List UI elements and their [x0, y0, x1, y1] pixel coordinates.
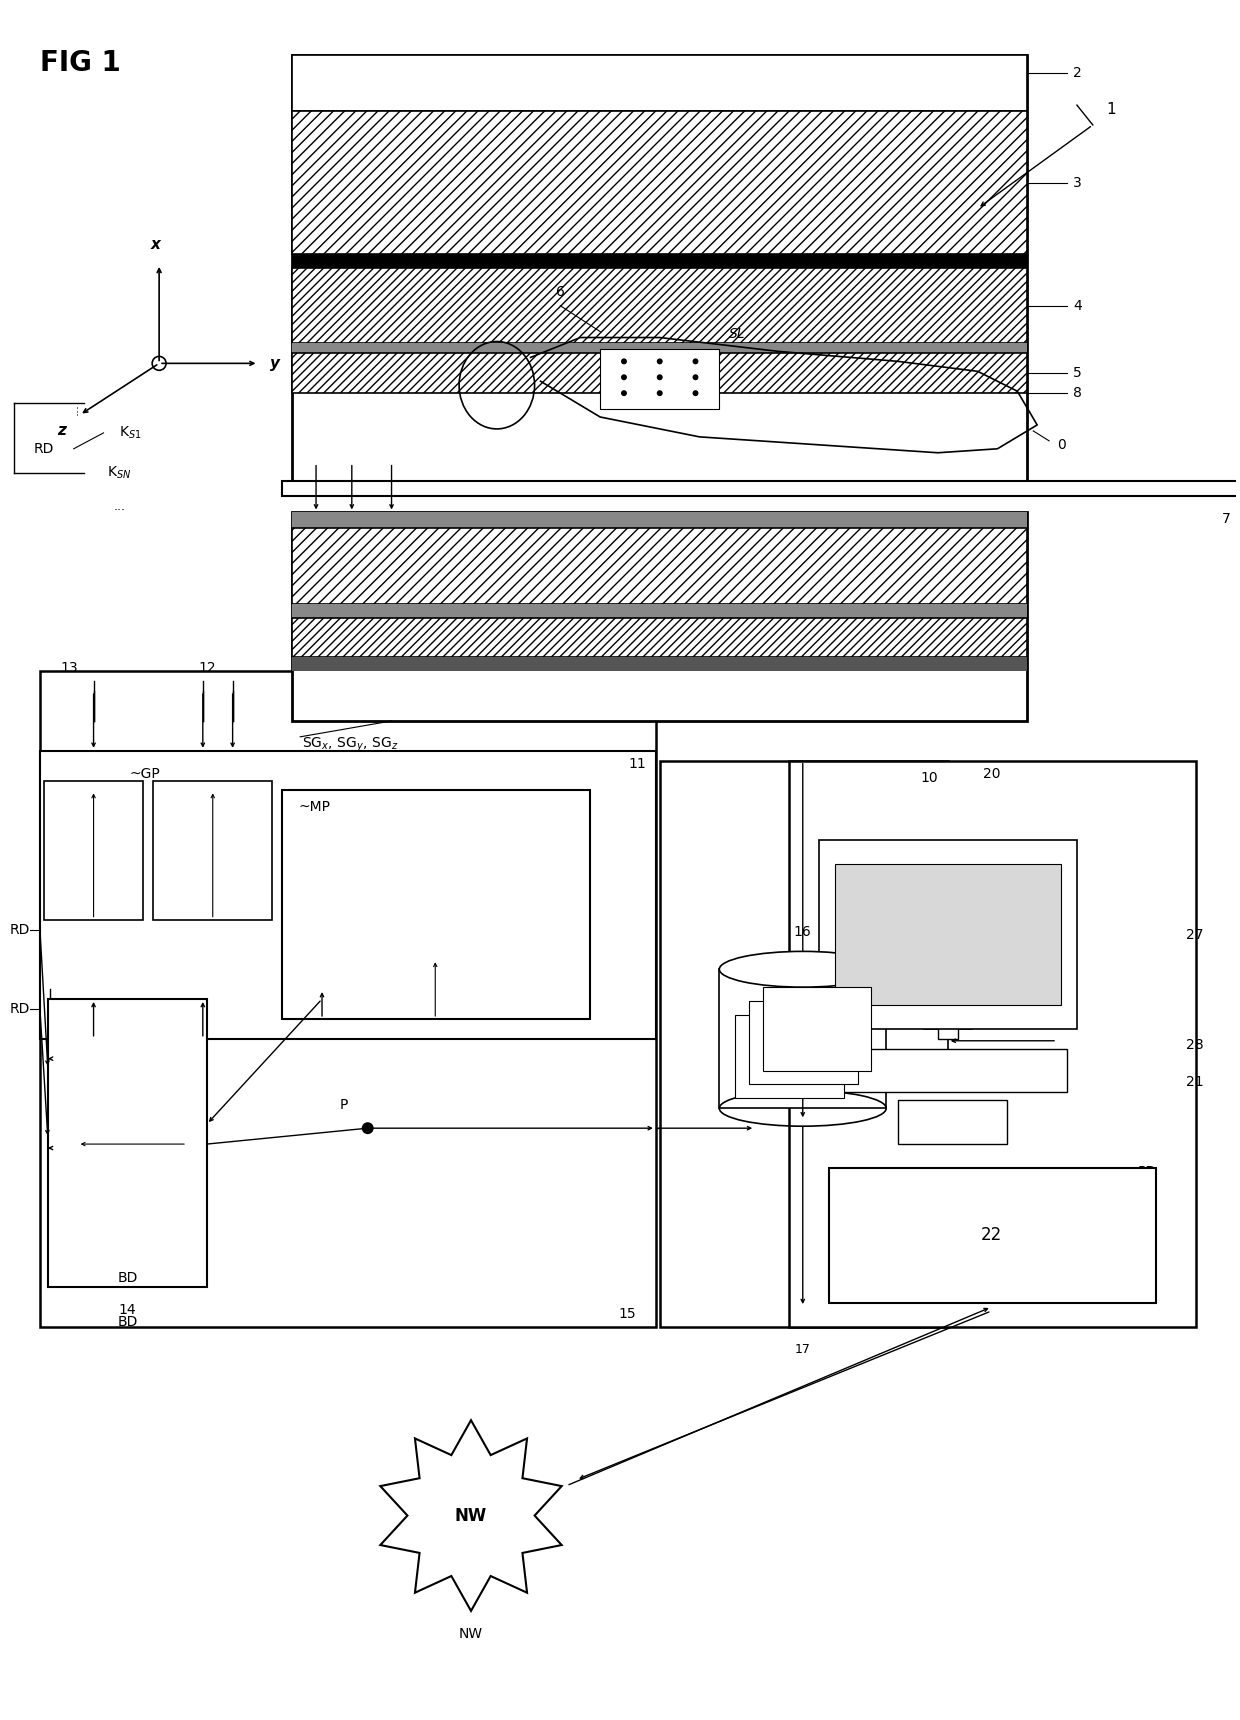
Bar: [818, 839, 1076, 1029]
Text: 15: 15: [619, 1307, 636, 1321]
Circle shape: [657, 375, 662, 380]
Text: 0: 0: [1056, 439, 1066, 452]
Text: K$_{SN}$: K$_{SN}$: [108, 464, 131, 482]
Bar: [293, 268, 1027, 344]
Bar: [293, 344, 1027, 353]
Circle shape: [621, 358, 627, 365]
Bar: [293, 55, 1027, 112]
Bar: [293, 513, 1027, 528]
Text: RD: RD: [10, 922, 30, 936]
Bar: [719, 970, 887, 1108]
Text: BD: BD: [117, 1271, 138, 1285]
Bar: [293, 55, 1027, 483]
Text: ...: ...: [67, 402, 81, 415]
Bar: [898, 1101, 1007, 1144]
Bar: [749, 1001, 858, 1085]
Bar: [789, 760, 1197, 1326]
Bar: [828, 1168, 1157, 1304]
Bar: [40, 750, 656, 1039]
Circle shape: [621, 375, 627, 380]
Text: 2: 2: [1073, 67, 1081, 81]
Bar: [293, 112, 1027, 255]
Text: RD: RD: [10, 1003, 30, 1017]
Bar: [293, 657, 1027, 671]
Text: ~GP: ~GP: [129, 767, 160, 781]
Text: ~MP: ~MP: [298, 800, 330, 814]
Text: 16: 16: [794, 925, 812, 939]
Text: 21: 21: [1187, 1075, 1204, 1089]
Bar: [293, 353, 1027, 394]
Circle shape: [362, 1121, 373, 1133]
Text: BD: BD: [117, 1314, 138, 1330]
Bar: [660, 760, 947, 1326]
Text: 13: 13: [61, 660, 78, 676]
Bar: [808, 1049, 1066, 1092]
Text: 6: 6: [556, 286, 565, 299]
Text: 3: 3: [1073, 175, 1081, 189]
Text: 8: 8: [1073, 387, 1081, 401]
Text: NW: NW: [455, 1507, 487, 1524]
Bar: [283, 480, 1240, 497]
Bar: [937, 970, 957, 1039]
Text: SL: SL: [729, 327, 745, 341]
Bar: [40, 671, 656, 1326]
Circle shape: [692, 358, 698, 365]
Bar: [293, 513, 1027, 721]
Polygon shape: [381, 1421, 562, 1612]
Text: 28: 28: [1187, 1037, 1204, 1051]
Text: AS: AS: [957, 1013, 975, 1025]
Bar: [293, 604, 1027, 617]
Text: P: P: [340, 1099, 348, 1113]
Bar: [763, 987, 872, 1070]
Text: x: x: [150, 237, 160, 253]
Text: 5: 5: [1073, 366, 1081, 380]
Bar: [154, 781, 273, 920]
Text: 20: 20: [983, 767, 1001, 781]
Bar: [293, 528, 1027, 604]
Text: ...: ...: [113, 501, 125, 513]
Text: 1: 1: [1107, 101, 1116, 117]
Text: 17: 17: [795, 1343, 811, 1355]
Text: FIG 1: FIG 1: [40, 50, 120, 77]
Text: z: z: [57, 423, 66, 439]
Circle shape: [621, 390, 627, 396]
Text: 10: 10: [920, 771, 937, 784]
Text: 4: 4: [1073, 299, 1081, 313]
Circle shape: [657, 390, 662, 396]
Text: NW: NW: [459, 1627, 484, 1641]
Circle shape: [692, 375, 698, 380]
Text: K$_{S1}$: K$_{S1}$: [119, 425, 143, 440]
Text: y: y: [270, 356, 280, 372]
Bar: [293, 255, 1027, 268]
Text: PD: PD: [1137, 1164, 1157, 1178]
Text: 7: 7: [1221, 513, 1230, 526]
Bar: [43, 781, 144, 920]
Bar: [48, 999, 207, 1287]
Bar: [283, 791, 590, 1018]
Circle shape: [657, 358, 662, 365]
Text: BD: BD: [957, 974, 976, 986]
Text: 11: 11: [629, 757, 646, 771]
Bar: [835, 863, 1061, 1004]
Bar: [600, 349, 719, 409]
Bar: [293, 617, 1027, 657]
Text: 12: 12: [198, 660, 216, 676]
Ellipse shape: [719, 951, 887, 987]
Text: 22: 22: [981, 1226, 1002, 1245]
Text: 27: 27: [1187, 929, 1204, 943]
Circle shape: [692, 390, 698, 396]
Text: 14: 14: [119, 1304, 136, 1318]
Text: RD: RD: [33, 442, 53, 456]
Bar: [735, 1015, 843, 1099]
Text: SG$_x$, SG$_y$, SG$_z$: SG$_x$, SG$_y$, SG$_z$: [303, 736, 398, 753]
